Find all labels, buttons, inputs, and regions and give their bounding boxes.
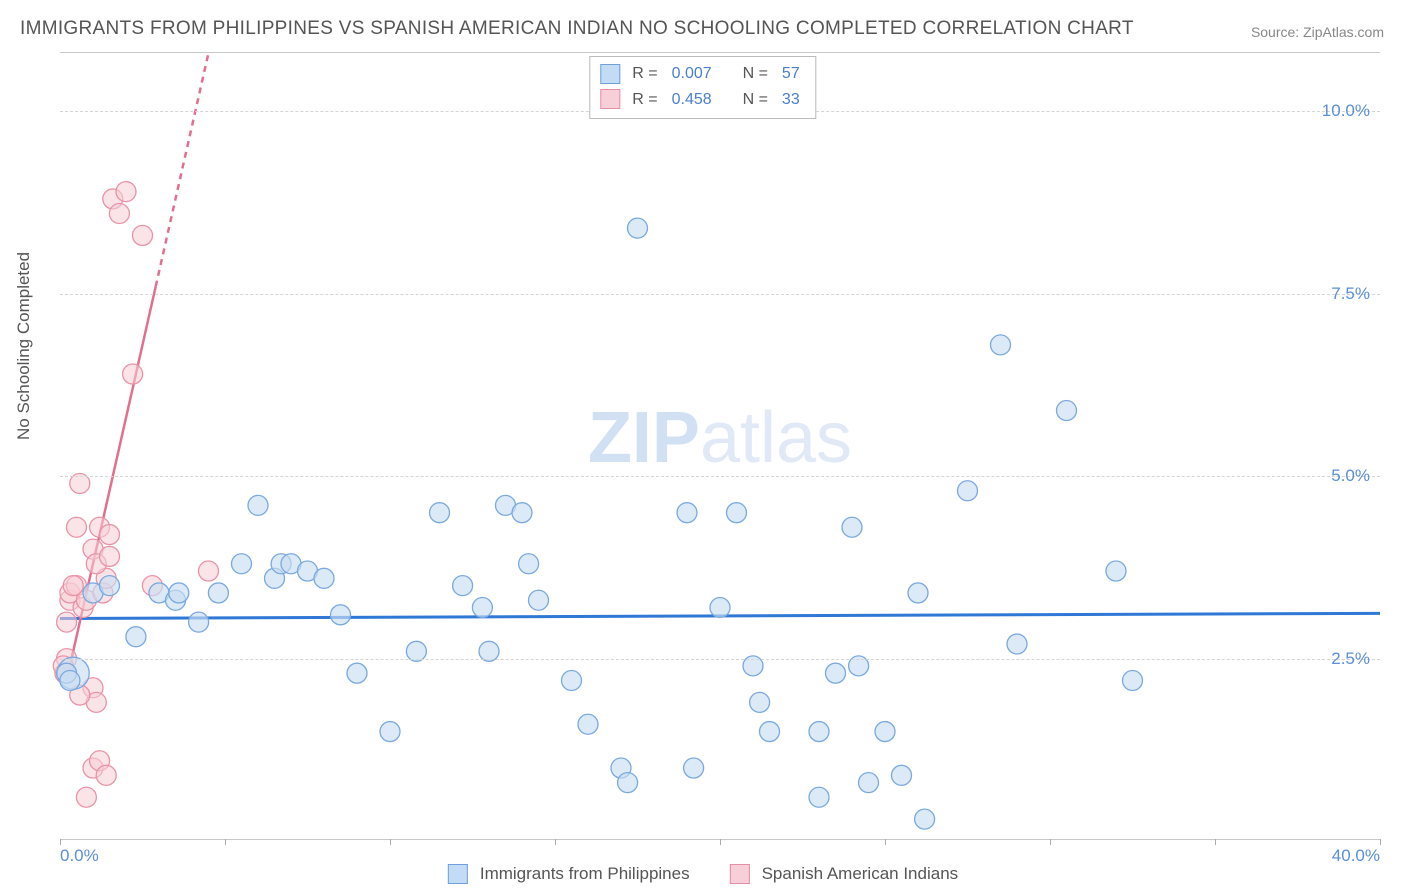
data-point — [859, 773, 879, 793]
x-tickmark — [1215, 839, 1216, 845]
chart-title: IMMIGRANTS FROM PHILIPPINES VS SPANISH A… — [20, 18, 1134, 40]
data-point — [453, 576, 473, 596]
data-point — [875, 722, 895, 742]
data-point — [430, 503, 450, 523]
data-point — [519, 554, 539, 574]
r-label: R = — [632, 87, 657, 113]
x-tickmark — [60, 839, 61, 845]
y-tick-label: 7.5% — [1331, 284, 1370, 304]
x-tick-label: 0.0% — [60, 846, 99, 866]
data-point — [57, 612, 77, 632]
gridline — [60, 659, 1380, 660]
data-point — [1106, 561, 1126, 581]
data-point — [958, 481, 978, 501]
data-point — [76, 787, 96, 807]
data-point — [331, 605, 351, 625]
data-point — [133, 225, 153, 245]
scatter-svg — [60, 53, 1380, 839]
data-point — [826, 663, 846, 683]
stats-legend-box: R = 0.007 N = 57 R = 0.458 N = 33 — [589, 56, 816, 119]
data-point — [248, 495, 268, 515]
data-point — [109, 204, 129, 224]
data-point — [100, 546, 120, 566]
data-point — [727, 503, 747, 523]
data-point — [562, 670, 582, 690]
data-point — [991, 335, 1011, 355]
n-label: N = — [743, 61, 768, 87]
data-point — [208, 583, 228, 603]
data-point — [67, 517, 87, 537]
r-value-blue: 0.007 — [672, 61, 712, 87]
data-point — [347, 663, 367, 683]
bottom-legend: Immigrants from Philippines Spanish Amer… — [448, 864, 958, 884]
legend-swatch-pink — [730, 864, 750, 884]
data-point — [1057, 401, 1077, 421]
data-point — [126, 627, 146, 647]
r-value-pink: 0.458 — [672, 87, 712, 113]
data-point — [63, 576, 83, 596]
data-point — [123, 364, 143, 384]
data-point — [760, 722, 780, 742]
data-point — [512, 503, 532, 523]
n-value-blue: 57 — [782, 61, 800, 87]
data-point — [314, 568, 334, 588]
data-point — [169, 583, 189, 603]
gridline — [60, 476, 1380, 477]
data-point — [628, 218, 648, 238]
data-point — [60, 670, 80, 690]
trend-line — [156, 53, 209, 286]
data-point — [199, 561, 219, 581]
data-point — [232, 554, 252, 574]
data-point — [96, 765, 116, 785]
legend-label-pink: Spanish American Indians — [762, 864, 959, 884]
data-point — [472, 598, 492, 618]
data-point — [380, 722, 400, 742]
data-point — [915, 809, 935, 829]
y-tick-label: 5.0% — [1331, 466, 1370, 486]
x-tickmark — [1050, 839, 1051, 845]
r-label: R = — [632, 61, 657, 87]
data-point — [750, 692, 770, 712]
data-point — [578, 714, 598, 734]
data-point — [710, 598, 730, 618]
data-point — [189, 612, 209, 632]
data-point — [100, 576, 120, 596]
plot-area: ZIPatlas 2.5%5.0%7.5%10.0% — [60, 52, 1380, 840]
data-point — [529, 590, 549, 610]
x-tickmark — [555, 839, 556, 845]
data-point — [618, 773, 638, 793]
data-point — [100, 525, 120, 545]
data-point — [677, 503, 697, 523]
x-tick-label: 40.0% — [1332, 846, 1380, 866]
x-tickmark — [720, 839, 721, 845]
legend-item-pink: Spanish American Indians — [730, 864, 959, 884]
x-tickmark — [390, 839, 391, 845]
n-label: N = — [743, 87, 768, 113]
swatch-pink — [600, 89, 620, 109]
n-value-pink: 33 — [782, 87, 800, 113]
x-tickmark — [885, 839, 886, 845]
swatch-blue — [600, 64, 620, 84]
data-point — [809, 722, 829, 742]
data-point — [1123, 670, 1143, 690]
data-point — [684, 758, 704, 778]
data-point — [842, 517, 862, 537]
source-label: Source: ZipAtlas.com — [1251, 24, 1384, 40]
y-axis-label: No Schooling Completed — [14, 252, 34, 440]
y-tick-label: 2.5% — [1331, 649, 1370, 669]
y-tick-label: 10.0% — [1322, 101, 1370, 121]
legend-label-blue: Immigrants from Philippines — [480, 864, 690, 884]
x-tickmark — [1380, 839, 1381, 845]
data-point — [892, 765, 912, 785]
data-point — [116, 182, 136, 202]
data-point — [1007, 634, 1027, 654]
data-point — [908, 583, 928, 603]
legend-swatch-blue — [448, 864, 468, 884]
stats-row-blue: R = 0.007 N = 57 — [600, 61, 805, 87]
gridline — [60, 294, 1380, 295]
legend-item-blue: Immigrants from Philippines — [448, 864, 690, 884]
data-point — [809, 787, 829, 807]
x-tickmark — [225, 839, 226, 845]
stats-row-pink: R = 0.458 N = 33 — [600, 87, 805, 113]
